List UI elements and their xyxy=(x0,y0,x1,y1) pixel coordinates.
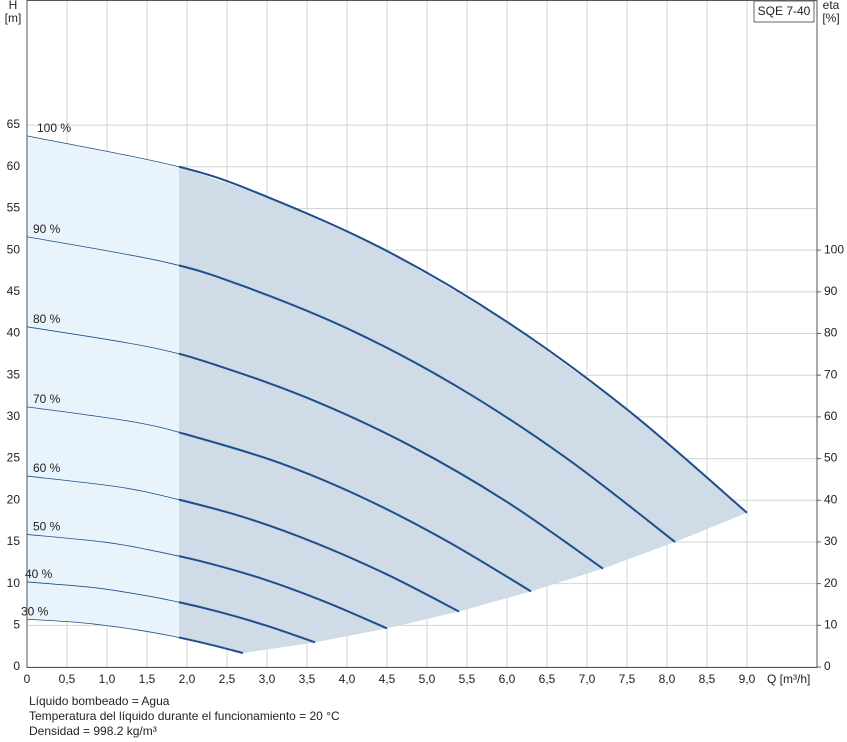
y-tick-label: 10 xyxy=(7,576,21,590)
y2-axis-unit: [%] xyxy=(822,11,839,25)
operating-region xyxy=(179,166,747,654)
speed-curve-operating xyxy=(179,601,316,644)
y2-axis-title: eta xyxy=(823,0,840,12)
speed-curve-operating xyxy=(179,352,604,570)
speed-curve-operating xyxy=(179,165,748,514)
curve-label: 90 % xyxy=(33,222,61,236)
x-tick-label: 4,5 xyxy=(379,672,396,686)
y2-tick-label: 10 xyxy=(824,617,838,631)
title-box xyxy=(753,0,815,23)
speed-curve-operating xyxy=(179,264,676,543)
y-tick-label: 40 xyxy=(7,326,21,340)
x-tick-label: 3,5 xyxy=(299,672,316,686)
y-tick-label: 50 xyxy=(7,242,21,256)
y-axis-unit: [m] xyxy=(5,11,22,25)
speed-curve-operating xyxy=(179,498,460,613)
x-tick-label: 4,0 xyxy=(339,672,356,686)
y-tick-label: 35 xyxy=(7,367,21,381)
note: Líquido bombeado = Agua xyxy=(29,694,170,708)
y2-tick-label: 80 xyxy=(824,326,838,340)
x-tick-label: 1,5 xyxy=(139,672,156,686)
plot-frame xyxy=(26,0,818,668)
x-tick-label: 1,0 xyxy=(99,672,116,686)
y2-tick-label: 30 xyxy=(824,534,838,548)
y2-tick-label: 90 xyxy=(824,284,838,298)
curve-label: 70 % xyxy=(33,392,61,406)
x-axis-title: Q [m³/h] xyxy=(767,672,810,686)
curve-label: 40 % xyxy=(25,567,53,581)
x-tick-label: 2,5 xyxy=(219,672,236,686)
y2-tick-label: 100 xyxy=(824,242,844,256)
y-tick-label: 5 xyxy=(13,617,20,631)
chart-title: SQE 7-40 xyxy=(758,4,811,18)
x-tick-label: 2,0 xyxy=(179,672,196,686)
speed-curve-operating xyxy=(179,431,532,593)
y-tick-label: 60 xyxy=(7,159,21,173)
y-tick-label: 25 xyxy=(7,451,21,465)
curve-label: 60 % xyxy=(33,461,61,475)
y-tick-label: 55 xyxy=(7,201,21,215)
y-tick-label: 45 xyxy=(7,284,21,298)
x-tick-label: 8,5 xyxy=(699,672,716,686)
x-tick-label: 0,5 xyxy=(59,672,76,686)
light-region xyxy=(27,135,179,638)
y2-tick-label: 20 xyxy=(824,576,838,590)
x-tick-label: 7,5 xyxy=(619,672,636,686)
y2-tick-label: 60 xyxy=(824,409,838,423)
x-tick-label: 9,0 xyxy=(739,672,756,686)
y-tick-label: 65 xyxy=(7,117,21,131)
curve-label: 80 % xyxy=(33,312,61,326)
speed-curve-operating xyxy=(179,636,244,655)
x-tick-label: 6,5 xyxy=(539,672,556,686)
note: Densidad = 998.2 kg/m³ xyxy=(29,724,157,738)
x-tick-label: 7,0 xyxy=(579,672,596,686)
y-tick-label: 30 xyxy=(7,409,21,423)
curve-label: 100 % xyxy=(37,121,71,135)
speed-curve-operating xyxy=(179,555,388,630)
x-tick-label: 0 xyxy=(24,672,31,686)
y-tick-label: 20 xyxy=(7,492,21,506)
y2-tick-label: 50 xyxy=(824,451,838,465)
x-tick-label: 5,5 xyxy=(459,672,476,686)
x-tick-label: 6,0 xyxy=(499,672,516,686)
y2-tick-label: 70 xyxy=(824,367,838,381)
curve-label: 30 % xyxy=(21,604,49,618)
curve-label: 50 % xyxy=(33,520,61,534)
y-tick-label: 15 xyxy=(7,534,21,548)
x-tick-label: 8,0 xyxy=(659,672,676,686)
y-tick-label: 0 xyxy=(13,659,20,673)
y-axis-title: H xyxy=(9,0,18,12)
note: Temperatura del líquido durante el funci… xyxy=(29,709,340,723)
x-tick-label: 5,0 xyxy=(419,672,436,686)
x-tick-label: 3,0 xyxy=(259,672,276,686)
y2-tick-label: 0 xyxy=(824,659,831,673)
y2-tick-label: 40 xyxy=(824,492,838,506)
